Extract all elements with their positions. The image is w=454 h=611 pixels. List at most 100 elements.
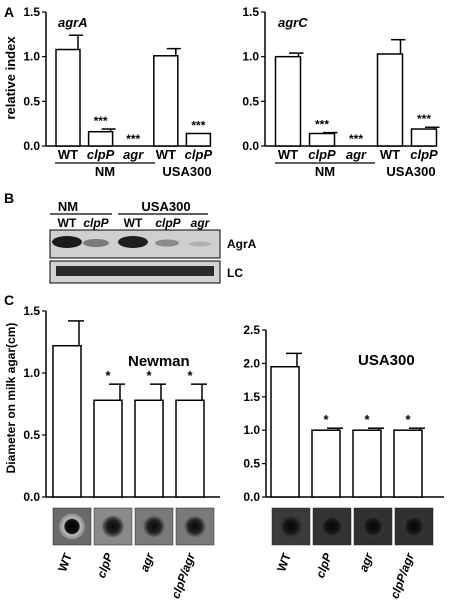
agrA-y-tick-label: 0.5 <box>23 94 40 108</box>
panel-a-ylabel: relative index <box>3 36 18 120</box>
usa300-plate-label: clpP/agr <box>387 550 417 601</box>
agrC-significance: *** <box>349 132 363 146</box>
usa300-plate-label: WT <box>274 551 294 574</box>
agrA-category-label: WT <box>58 147 78 162</box>
usa300-bar <box>352 429 382 498</box>
agrC-bar <box>376 53 404 147</box>
agrC-bar <box>308 132 336 147</box>
agrA-group-usa300: USA300 <box>162 164 211 179</box>
usa300-bar <box>270 365 300 498</box>
panel-c-ylabel: Diameter on milk agar(cm) <box>4 323 18 474</box>
usa300-y-tick-label: 0.5 <box>243 457 260 471</box>
newman-y-tick-label: 1.0 <box>23 366 40 380</box>
agrC-category-label: WT <box>380 147 400 162</box>
blot-band <box>155 239 179 247</box>
newman-y-tick-label: 0.5 <box>23 428 40 442</box>
blot-label-agra: AgrA <box>227 237 257 251</box>
newman-significance: * <box>187 368 193 383</box>
newman-y-tick-label: 0.0 <box>23 490 40 504</box>
blot-group-usa300: USA300 <box>141 199 190 214</box>
usa300-title: USA300 <box>358 352 415 369</box>
lane-label-5: agr <box>191 216 211 230</box>
newman-y-tick-label: 1.5 <box>23 304 40 318</box>
usa300-bar <box>393 429 423 498</box>
usa300-y-tick-label: 0.0 <box>243 490 260 504</box>
milk-agar-plates: WT clpP agr clpP/agr WT clpP agr clpP/agr <box>52 507 434 601</box>
usa300-y-tick-label: 2.0 <box>243 356 260 370</box>
lane-label-4: clpP <box>155 216 181 230</box>
usa300-plate-colony <box>362 515 384 538</box>
agrA-category-label: clpP <box>87 147 115 162</box>
blot-label-lc: LC <box>227 266 243 280</box>
blot-band-lc <box>56 266 214 276</box>
newman-bar <box>52 344 82 498</box>
agrA-significance: *** <box>126 132 140 146</box>
agrC-category-label: agr <box>346 147 367 162</box>
usa300-significance: * <box>323 412 329 427</box>
agrA-category-label: agr <box>123 147 144 162</box>
newman-bar <box>93 399 123 498</box>
usa300-plate-colony <box>280 515 302 538</box>
newman-plate-colony <box>184 515 206 538</box>
agrC-bar <box>410 128 438 147</box>
newman-plate-colony <box>102 515 124 538</box>
usa300-plate-colony <box>321 515 343 538</box>
agrA-category-label: clpP <box>185 147 213 162</box>
agrA-bar <box>55 48 81 147</box>
western-blot: NM USA300 WT clpP WT clpP agr AgrA LC <box>49 199 257 284</box>
agrA-bar <box>153 55 179 147</box>
panel-label-a: A <box>4 4 14 20</box>
newman-plate-colony <box>59 513 85 540</box>
newman-plate-label: agr <box>137 550 157 574</box>
agrC-bar <box>274 55 302 147</box>
agrA-bar <box>185 132 212 147</box>
lane-label-3: WT <box>124 216 143 230</box>
agrC-y-tick-label: 1.5 <box>242 5 259 19</box>
usa300-significance: * <box>364 412 370 427</box>
blot-band <box>118 236 148 248</box>
agrC-group-nm: NM <box>315 164 335 179</box>
newman-significance: * <box>146 368 152 383</box>
agrA-significance: *** <box>94 114 108 128</box>
usa300-plate-colony <box>403 515 425 538</box>
newman-plate-label: WT <box>55 551 75 574</box>
newman-plate-label: clpP <box>94 550 116 580</box>
agrA-y-tick-label: 1.0 <box>23 50 40 64</box>
newman-plate-label: clpP/agr <box>168 550 198 601</box>
lane-label-2: clpP <box>83 216 109 230</box>
agrC-category-label: WT <box>278 147 298 162</box>
newman-bar <box>175 399 205 498</box>
newman-significance: * <box>105 368 111 383</box>
agrC-significance: *** <box>417 112 431 126</box>
agrC-y-tick-label: 0.5 <box>242 94 259 108</box>
usa300-bar <box>311 429 341 498</box>
agrC-y-tick-label: 1.0 <box>242 50 259 64</box>
agrC-y-tick-label: 0.0 <box>242 139 259 153</box>
lane-label-1: WT <box>58 216 77 230</box>
usa300-plate-label: clpP <box>313 550 335 580</box>
agrA-group-nm: NM <box>95 164 115 179</box>
agrA-category-label: WT <box>156 147 176 162</box>
newman-bar <box>134 399 164 498</box>
agrA-y-tick-label: 0.0 <box>23 139 40 153</box>
usa300-plate-label: agr <box>356 550 376 574</box>
usa300-y-tick-label: 2.5 <box>243 323 260 337</box>
agrA-bar <box>87 130 114 147</box>
agrA-title: agrA <box>58 15 88 30</box>
newman-plate-colony <box>143 515 165 538</box>
panel-label-b: B <box>4 190 14 206</box>
agrC-group-usa300: USA300 <box>386 164 435 179</box>
panel-label-c: C <box>4 292 14 308</box>
agrC-category-label: clpP <box>308 147 336 162</box>
agrC-significance: *** <box>315 118 329 132</box>
usa300-y-tick-label: 1.0 <box>243 423 260 437</box>
blot-band <box>52 236 82 248</box>
usa300-significance: * <box>405 412 411 427</box>
agrA-significance: *** <box>191 118 205 132</box>
agrC-category-label: clpP <box>410 147 438 162</box>
panel-a-group-labels: NM USA300 NM USA300 <box>55 162 436 179</box>
